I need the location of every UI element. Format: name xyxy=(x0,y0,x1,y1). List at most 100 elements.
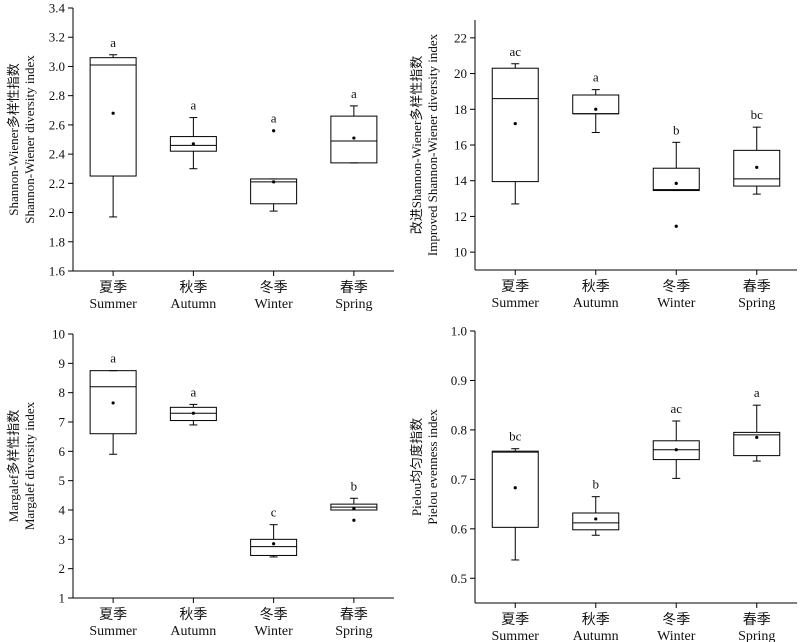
y-tick-label: 18 xyxy=(454,102,467,117)
category-label-cn: 春季 xyxy=(743,612,771,628)
y-tick-label: 16 xyxy=(454,138,468,153)
category-label-cn: 冬季 xyxy=(260,280,288,296)
y-tick-label: 10 xyxy=(454,245,467,260)
category-label-en: Winter xyxy=(254,624,293,639)
category-label-cn: 冬季 xyxy=(260,607,288,623)
category-label-en: Winter xyxy=(657,296,696,311)
mean-marker xyxy=(674,448,678,452)
y-tick-label: 3 xyxy=(59,532,66,547)
significance-label: a xyxy=(351,86,357,101)
y-axis-title-cn: 改进Shannon-Wiener多样性指数 xyxy=(409,56,424,235)
y-tick-label: 5 xyxy=(59,473,66,488)
mean-marker xyxy=(755,435,759,439)
y-tick-label: 2.8 xyxy=(49,88,65,103)
category-label-en: Autumn xyxy=(573,629,619,642)
y-tick-label: 2 xyxy=(59,561,66,576)
box-iqr xyxy=(169,406,217,422)
category-label-en: Spring xyxy=(738,629,775,642)
category-label-en: Autumn xyxy=(573,296,619,311)
y-axis-title-cn: Pielou均匀度指数 xyxy=(409,418,424,516)
category-label-en: Summer xyxy=(89,297,137,312)
y-tick-label: 0.7 xyxy=(451,472,468,487)
y-tick-label: 1.8 xyxy=(49,234,65,249)
y-axis-title-en: Improved Shannon-Wiener diversity index xyxy=(425,33,440,256)
mean-marker xyxy=(191,411,195,415)
significance-label: a xyxy=(190,98,196,113)
y-axis-title-cn: Margalef多样性指数 xyxy=(6,410,21,522)
box-iqr xyxy=(250,538,298,556)
significance-label: c xyxy=(271,505,277,520)
y-tick-label: 10 xyxy=(52,327,65,342)
y-axis-title-en: Shannon-Wiener diversity index xyxy=(22,55,37,224)
category-label-en: Spring xyxy=(335,297,372,312)
category-label-en: Autumn xyxy=(170,624,216,639)
category-label-cn: 春季 xyxy=(340,607,368,623)
y-tick-label: 8 xyxy=(59,385,66,400)
chart-panel-4: 0.5 0.6 0.7 0.8 0.9 1.0 Pielou均匀度指数 Pielou even… xyxy=(409,324,797,642)
y-tick-label: 6 xyxy=(59,444,66,459)
significance-label: bc xyxy=(751,107,764,122)
mean-marker xyxy=(111,111,115,115)
category-label-en: Summer xyxy=(89,624,137,639)
category-label-en: Summer xyxy=(492,629,540,642)
y-tick-label: 0.9 xyxy=(451,373,467,388)
box-iqr xyxy=(169,136,217,152)
significance-label: a xyxy=(110,35,116,50)
mean-marker xyxy=(352,136,356,140)
significance-label: a xyxy=(593,70,599,85)
y-tick-label: 12 xyxy=(454,209,467,224)
category-label-cn: 秋季 xyxy=(582,612,610,628)
category-label-cn: 冬季 xyxy=(662,612,690,628)
mean-marker xyxy=(594,517,598,521)
category-label-cn: 冬季 xyxy=(662,279,690,295)
category-label-en: Winter xyxy=(657,629,696,642)
category-label-cn: 秋季 xyxy=(582,279,610,295)
box-iqr xyxy=(733,149,781,187)
y-tick-label: 22 xyxy=(454,30,467,45)
mean-marker xyxy=(272,180,276,184)
y-tick-label: 0.8 xyxy=(451,422,467,437)
y-tick-label: 4 xyxy=(59,503,66,518)
y-tick-label: 2.6 xyxy=(49,117,66,132)
significance-label: ac xyxy=(509,44,521,59)
y-tick-label: 2.0 xyxy=(49,205,65,220)
y-tick-label: 3.2 xyxy=(49,30,65,45)
y-tick-label: 1.6 xyxy=(49,264,66,279)
significance-label: b xyxy=(593,477,600,492)
y-tick-label: 0.6 xyxy=(451,521,468,536)
significance-label: b xyxy=(351,478,358,493)
y-tick-label: 9 xyxy=(59,356,66,371)
y-tick-label: 7 xyxy=(59,415,66,430)
y-tick-label: 0.5 xyxy=(451,571,467,586)
category-label-en: Autumn xyxy=(170,297,216,312)
category-label-cn: 夏季 xyxy=(501,612,529,628)
category-label-cn: 夏季 xyxy=(99,280,127,296)
outlier-point xyxy=(352,518,356,522)
y-tick-label: 2.2 xyxy=(49,176,65,191)
category-label-cn: 春季 xyxy=(743,279,771,295)
category-label-en: Summer xyxy=(492,296,540,311)
y-tick-label: 3.4 xyxy=(49,1,66,16)
category-label-en: Spring xyxy=(738,296,775,311)
category-label-cn: 夏季 xyxy=(99,607,127,623)
category-label-en: Winter xyxy=(254,297,293,312)
y-axis-title-en: Pielou evenness index xyxy=(425,409,440,525)
box-iqr xyxy=(250,178,298,205)
category-label-cn: 夏季 xyxy=(501,279,529,295)
y-tick-label: 3.0 xyxy=(49,59,65,74)
box-iqr xyxy=(733,431,781,457)
